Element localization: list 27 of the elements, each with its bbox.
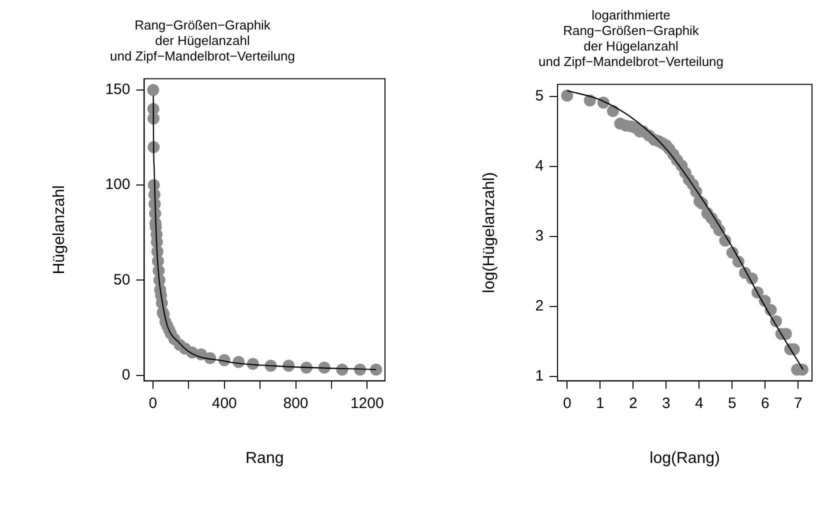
x-axis-title: Rang [245,450,284,467]
x-tick-label: 800 [283,394,308,412]
y-axis-title: Hügelanzahl [51,185,68,274]
y-tick-label: 1 [535,368,544,385]
x-tick-label: 3 [662,394,670,412]
y-tick-label: 2 [535,298,544,315]
x-tick-label: 6 [760,394,770,412]
x-tick-label: 7 [794,394,802,412]
x-tick-label: 400 [212,394,237,412]
y-tick-label: 150 [105,81,130,98]
chart-title: logarithmierte Rang−Größen−Graphik der Hügelanzahl und Zipf−Mandelbrot−Verteilung [538,7,724,70]
x-tick-label: 0 [562,394,572,412]
x-tick-label: 1200 [350,394,384,412]
y-tick-label: 4 [535,158,544,175]
chart-title: Rang−Größen−Graphik der Hügelanzahl und Zipf−Mandelbrot−Verteilung [110,17,296,64]
y-tick-label: 100 [105,176,130,194]
y-tick-label: 50 [114,271,130,288]
x-tick-label: 4 [694,394,704,412]
y-tick-label: 5 [535,87,544,104]
y-tick-label: 3 [535,228,544,245]
x-axis-title: log(Rang) [650,450,720,467]
y-tick-label: 0 [122,366,130,384]
x-tick-label: 1 [596,394,604,412]
y-axis-title: log(Hügelanzahl) [481,172,498,294]
x-tick-label: 0 [148,394,158,412]
x-tick-label: 2 [628,394,638,412]
x-tick-label: 5 [728,394,736,412]
